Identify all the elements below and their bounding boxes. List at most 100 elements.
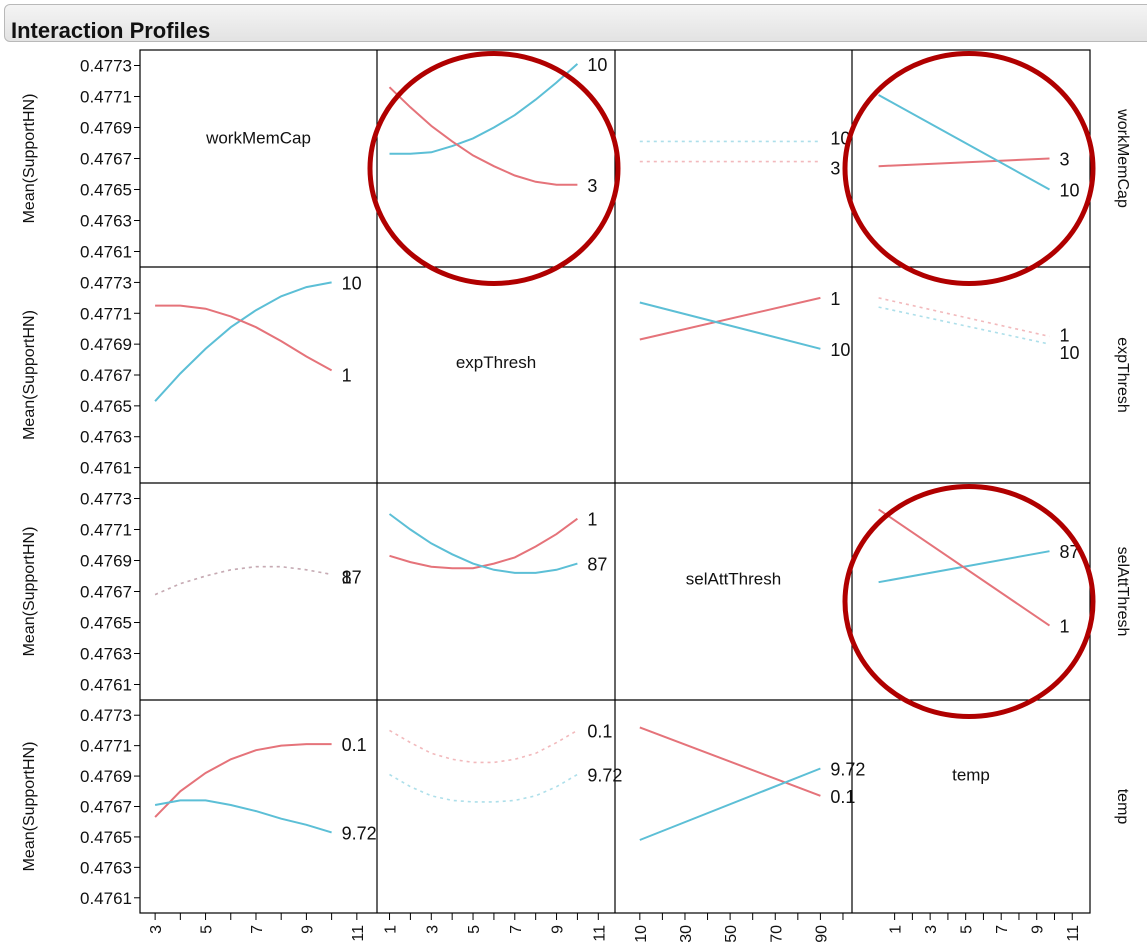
series-end-label: 0.1	[342, 735, 367, 755]
series-end-label: 10	[1060, 181, 1080, 201]
y-tick-label: 0.4771	[80, 88, 132, 107]
y-tick-label: 0.4773	[80, 273, 132, 292]
y-tick-label: 0.4765	[80, 828, 132, 847]
y-tick-label: 0.4771	[80, 304, 132, 323]
series-end-label: 0.1	[587, 721, 612, 741]
series-line	[154, 799, 332, 834]
x-tick-label: 1	[383, 925, 400, 934]
y-tick-label: 0.4769	[80, 767, 132, 786]
x-tick-label: 5	[466, 925, 483, 934]
y-tick-label: 0.4763	[80, 212, 132, 231]
series-end-label: 1	[830, 289, 840, 309]
x-tick-label: 9	[1030, 925, 1047, 934]
x-tick-label: 3	[148, 925, 165, 934]
y-tick-label: 0.4769	[80, 552, 132, 571]
series-end-label: 9.72	[342, 823, 377, 843]
y-tick-label: 0.4767	[80, 583, 132, 602]
series-end-label: 1	[1060, 325, 1070, 345]
y-tick-label: 0.4767	[80, 798, 132, 817]
x-tick-label: 11	[591, 925, 608, 942]
diagonal-factor-label: workMemCap	[205, 129, 311, 148]
row-factor-label: temp	[1114, 789, 1131, 825]
series-line	[639, 726, 821, 797]
y-tick-label: 0.4761	[80, 459, 132, 478]
y-tick-label: 0.4763	[80, 858, 132, 877]
y-tick-label: 0.4761	[80, 889, 132, 908]
series-line	[878, 94, 1050, 191]
series-end-label: 10	[830, 340, 850, 360]
series-end-label: 1	[587, 510, 597, 530]
y-axis-title: Mean(SupportHN)	[21, 527, 38, 657]
series-end-label: 10	[342, 273, 362, 293]
series-end-label: 0.1	[830, 787, 855, 807]
y-axis-title: Mean(SupportHN)	[21, 742, 38, 872]
series-line	[388, 513, 578, 574]
series-line	[154, 565, 332, 596]
y-tick-label: 0.4769	[80, 119, 132, 138]
series-line	[389, 63, 579, 155]
series-line	[389, 729, 578, 764]
y-tick-label: 0.4763	[80, 428, 132, 447]
x-tick-label: 7	[508, 925, 525, 934]
series-end-label: 87	[1060, 542, 1080, 562]
x-tick-label: 9	[550, 925, 567, 934]
x-tick-label: 3	[923, 925, 940, 934]
row-factor-label: workMemCap	[1114, 108, 1131, 208]
panel-header[interactable]: Interaction Profiles	[4, 4, 1147, 43]
y-tick-label: 0.4767	[80, 150, 132, 169]
series-end-label: 3	[830, 159, 840, 179]
y-tick-label: 0.4765	[80, 397, 132, 416]
series-end-label: 9.72	[830, 759, 865, 779]
diagonal-factor-label: selAttThresh	[686, 570, 781, 589]
series-end-label: 1	[342, 567, 352, 587]
y-tick-label: 0.4773	[80, 706, 132, 725]
highlight-circle	[842, 51, 1096, 286]
y-tick-label: 0.4771	[80, 737, 132, 756]
highlight-circle	[367, 51, 621, 286]
series-line	[389, 517, 578, 570]
series-line	[878, 157, 1050, 168]
series-line	[639, 301, 821, 350]
y-axis-title: Mean(SupportHN)	[21, 310, 38, 440]
series-end-label: 87	[587, 555, 607, 575]
x-tick-label: 7	[249, 925, 266, 934]
series-end-label: 87	[342, 567, 362, 587]
series-end-label: 10	[1060, 343, 1080, 363]
y-tick-label: 0.4763	[80, 645, 132, 664]
x-tick-label: 11	[350, 925, 367, 942]
series-line	[155, 304, 333, 372]
y-tick-label: 0.4761	[80, 676, 132, 695]
highlight-circle	[842, 484, 1096, 719]
x-tick-label: 90	[813, 925, 830, 943]
x-tick-label: 70	[768, 925, 785, 943]
series-line	[639, 767, 821, 841]
x-tick-label: 5	[199, 925, 216, 934]
x-tick-label: 5	[959, 925, 976, 934]
panel-title: Interaction Profiles	[11, 18, 211, 43]
x-tick-label: 50	[723, 925, 740, 943]
x-tick-label: 9	[299, 925, 316, 934]
series-line	[154, 743, 332, 818]
diagonal-factor-label: temp	[952, 766, 990, 785]
series-line	[878, 306, 1050, 345]
y-tick-label: 0.4769	[80, 335, 132, 354]
y-tick-label: 0.4765	[80, 614, 132, 633]
series-end-label: 9.72	[587, 766, 622, 786]
y-tick-label: 0.4761	[80, 243, 132, 262]
x-tick-label: 30	[678, 925, 695, 943]
series-end-label: 1	[342, 365, 352, 385]
diagonal-factor-label: expThresh	[456, 353, 536, 372]
series-end-label: 3	[1060, 150, 1070, 170]
row-factor-label: expThresh	[1114, 337, 1131, 413]
series-line	[878, 508, 1051, 627]
row-factor-label: selAttThresh	[1114, 547, 1131, 637]
x-tick-label: 7	[994, 925, 1011, 934]
series-line	[154, 281, 332, 402]
y-axis-title: Mean(SupportHN)	[21, 94, 38, 224]
series-line	[639, 296, 821, 341]
x-tick-label: 3	[424, 925, 441, 934]
x-tick-label: 11	[1065, 925, 1082, 942]
y-tick-label: 0.4773	[80, 490, 132, 509]
x-tick-label: 1	[888, 925, 905, 934]
